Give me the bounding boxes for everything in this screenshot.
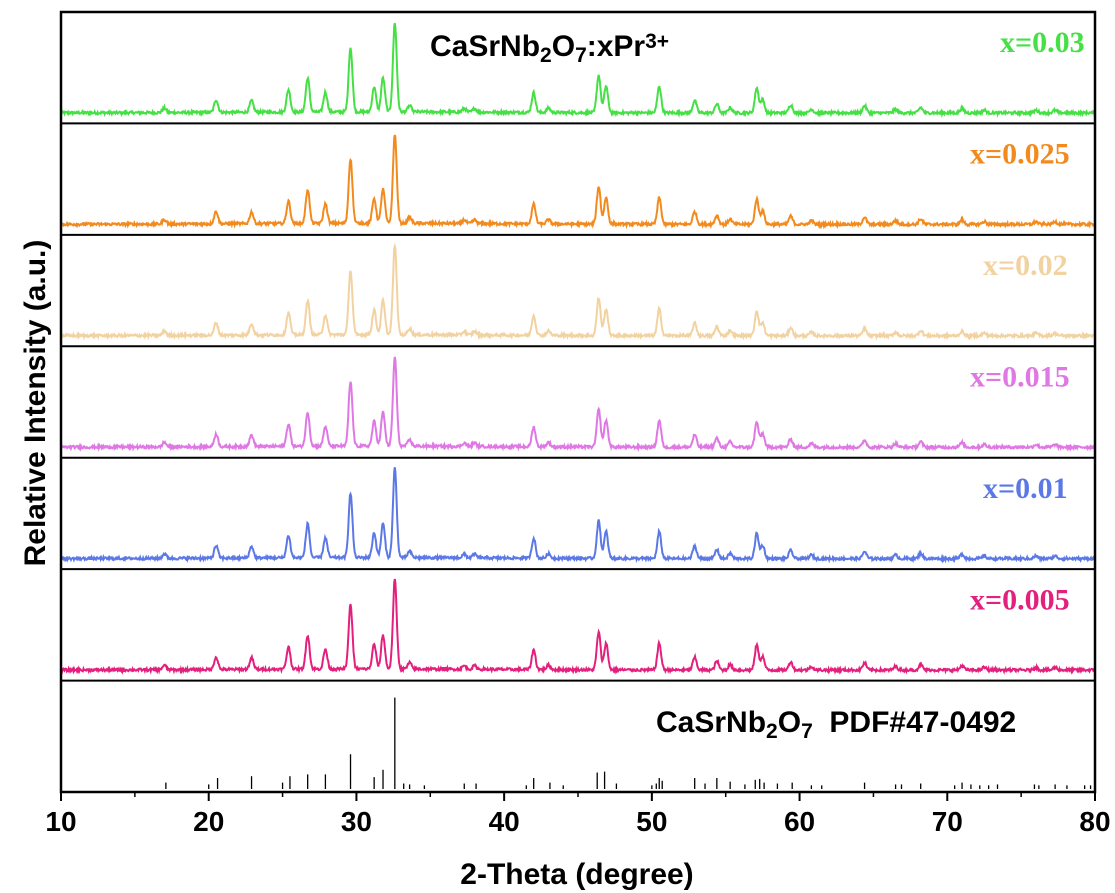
series-line-x=0.005 <box>60 578 1096 676</box>
series-line-x=0.02 <box>60 242 1096 341</box>
panel-2: x=0.02 <box>60 242 1096 341</box>
x-tick-label: 40 <box>489 806 520 837</box>
x-tick-label: 20 <box>193 806 224 837</box>
reference-panel <box>165 697 1092 789</box>
x-axis-label: 2-Theta (degree) <box>460 858 693 891</box>
x-tick-label: 70 <box>932 806 963 837</box>
series-line-x=0.015 <box>60 356 1096 453</box>
panel-4: x=0.01 <box>60 467 1096 564</box>
panel-1: x=0.025 <box>60 134 1096 230</box>
x-tick-label: 10 <box>45 806 76 837</box>
series-line-x=0.01 <box>60 467 1096 564</box>
series-label: x=0.02 <box>983 249 1068 282</box>
series-label: x=0.005 <box>970 583 1070 616</box>
x-tick-label: 80 <box>1079 806 1110 837</box>
series-label: x=0.025 <box>970 138 1070 171</box>
chart-title: CaSrNb2O7:xPr3+ <box>430 30 669 67</box>
panel-3: x=0.015 <box>60 356 1096 453</box>
series-label: x=0.03 <box>1000 26 1085 59</box>
axis-layer: 10 20 30 40 50 60 70 80 <box>45 10 1111 837</box>
series-label: x=0.01 <box>983 472 1068 505</box>
panels-layer: x=0.03 x=0.025 x=0.02 x=0.015 x=0.01 x=0.005 <box>60 22 1096 789</box>
panel-0: x=0.03 <box>60 22 1096 119</box>
series-line-x=0.03 <box>60 22 1096 119</box>
y-axis-label: Relative Intensity (a.u.) <box>19 240 52 567</box>
series-label: x=0.015 <box>970 360 1070 393</box>
panel-5: x=0.005 <box>60 578 1096 676</box>
x-tick-label: 50 <box>636 806 667 837</box>
x-tick-label: 30 <box>341 806 372 837</box>
series-line-x=0.025 <box>60 134 1096 230</box>
x-tick-label: 60 <box>784 806 815 837</box>
reference-label: CaSrNb2O7 PDF#47-0492 <box>656 706 1016 743</box>
